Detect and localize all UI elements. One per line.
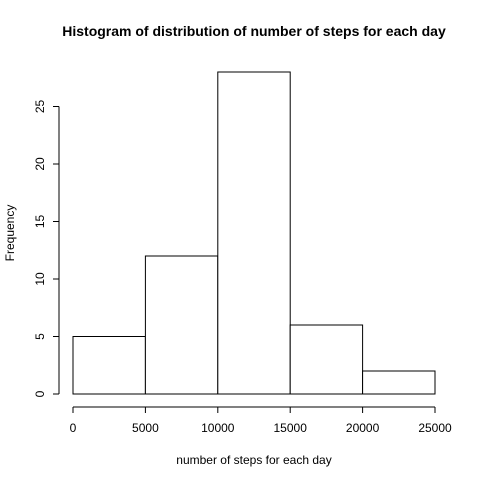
y-axis-label: Frequency	[3, 205, 17, 262]
x-axis: 0 5000 10000 15000 20000 25000	[70, 406, 452, 435]
y-tick-label-3: 15	[33, 215, 47, 229]
histogram-bar-3	[289, 324, 364, 395]
histogram-bar-2	[217, 71, 291, 395]
y-tick-label-4: 20	[33, 157, 47, 171]
chart-title: Histogram of distribution of number of s…	[62, 23, 446, 39]
x-tick-label-3: 15000	[274, 421, 308, 435]
bars-group	[72, 71, 436, 395]
x-tick-label-4: 20000	[346, 421, 380, 435]
y-tick-label-2: 10	[33, 272, 47, 286]
x-tick-label-1: 5000	[132, 421, 159, 435]
y-tick-label-5: 25	[33, 100, 47, 114]
y-tick-label-0: 0	[33, 390, 47, 397]
histogram-bar-4	[362, 370, 436, 395]
histogram-bar-1	[144, 255, 219, 395]
x-tick-label-0: 0	[70, 421, 77, 435]
x-tick-label-5: 25000	[418, 421, 452, 435]
x-tick-label-2: 10000	[201, 421, 235, 435]
y-axis: 0 5 10 15 20 25	[33, 100, 60, 397]
y-tick-label-1: 5	[33, 333, 47, 340]
histogram-bar-0	[72, 336, 146, 395]
x-axis-label: number of steps for each day	[176, 453, 331, 467]
